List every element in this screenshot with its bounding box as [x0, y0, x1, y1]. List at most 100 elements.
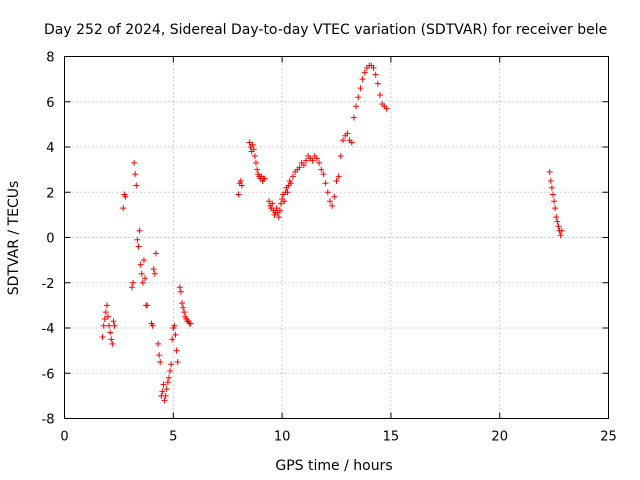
data-point [105, 313, 112, 320]
data-point [172, 331, 179, 338]
data-point [171, 322, 178, 329]
data-point [102, 309, 109, 316]
y-tick-label: 4 [46, 141, 54, 156]
data-point [160, 381, 167, 388]
data-point [169, 336, 176, 343]
data-point [300, 162, 307, 169]
data-point [266, 198, 273, 205]
x-axis-label: GPS time / hours [275, 458, 392, 474]
data-point [167, 367, 174, 374]
data-point [553, 214, 560, 221]
data-point [324, 189, 331, 196]
x-tick-label: 5 [169, 430, 177, 445]
data-point [250, 146, 257, 153]
data-point [322, 180, 329, 187]
data-point [128, 284, 135, 291]
y-tick-label: 2 [46, 186, 54, 201]
data-point [555, 223, 562, 230]
data-point [326, 198, 333, 205]
data-point [122, 193, 129, 200]
data-point [558, 227, 565, 234]
data-point [331, 193, 338, 200]
data-point [313, 155, 320, 162]
y-tick-label: 0 [46, 232, 54, 247]
data-point [150, 266, 157, 273]
data-point [177, 288, 184, 295]
data-point [179, 300, 186, 307]
y-tick-label: -2 [42, 277, 55, 292]
data-point [355, 94, 362, 101]
data-point [353, 103, 360, 110]
data-marks [99, 62, 565, 404]
grid-lines [64, 56, 609, 419]
data-point [316, 159, 323, 166]
data-point [108, 336, 115, 343]
y-ticks: -8 -6 -4 -2 0 2 4 6 8 [42, 51, 609, 428]
data-point [142, 275, 149, 282]
y-tick-label: -8 [42, 413, 55, 428]
x-tick-label: 10 [274, 430, 291, 445]
data-point [372, 71, 379, 78]
data-point [284, 189, 291, 196]
data-point [303, 157, 310, 164]
data-point [254, 166, 261, 173]
data-point [180, 304, 187, 311]
data-point [374, 80, 381, 87]
data-point [155, 340, 162, 347]
data-point [552, 205, 559, 212]
data-point [165, 374, 172, 381]
data-point [135, 243, 142, 250]
data-point [550, 191, 557, 198]
data-point [137, 261, 144, 268]
y-tick-label: 6 [46, 96, 54, 111]
data-point [174, 358, 181, 365]
data-point [269, 200, 276, 207]
data-point [548, 184, 555, 191]
data-point [149, 322, 156, 329]
data-point [238, 182, 245, 189]
data-point [547, 177, 554, 184]
data-point [251, 153, 258, 160]
data-point [181, 309, 188, 316]
data-point [130, 279, 137, 286]
data-point [164, 379, 171, 386]
data-point [287, 180, 294, 187]
data-point [546, 168, 553, 175]
data-point [361, 69, 368, 76]
data-point [157, 358, 164, 365]
data-point [162, 392, 169, 399]
data-point [350, 114, 357, 121]
data-point [152, 250, 159, 257]
data-point [107, 329, 114, 336]
data-point [357, 85, 364, 92]
y-tick-label: -4 [42, 322, 55, 337]
data-point [348, 139, 355, 146]
x-tick-label: 0 [60, 430, 68, 445]
data-point [281, 198, 288, 205]
data-point [273, 205, 280, 212]
data-point [370, 64, 377, 71]
data-point [276, 207, 283, 214]
data-point [176, 284, 183, 291]
y-tick-label: 8 [46, 51, 54, 66]
data-point [318, 166, 325, 173]
data-point [275, 214, 282, 221]
data-point [377, 91, 384, 98]
data-point [140, 257, 147, 264]
data-point [139, 279, 146, 286]
data-point [136, 227, 143, 234]
data-point [187, 320, 194, 327]
data-point [101, 315, 108, 322]
data-point [163, 386, 170, 393]
y-tick-label: -6 [42, 367, 55, 382]
data-point [159, 388, 166, 395]
data-point [138, 270, 145, 277]
data-point [235, 191, 242, 198]
data-point [329, 202, 336, 209]
data-point [309, 157, 316, 164]
x-tick-label: 20 [491, 430, 508, 445]
data-point [289, 173, 296, 180]
data-point [132, 171, 139, 178]
data-point [383, 105, 390, 112]
